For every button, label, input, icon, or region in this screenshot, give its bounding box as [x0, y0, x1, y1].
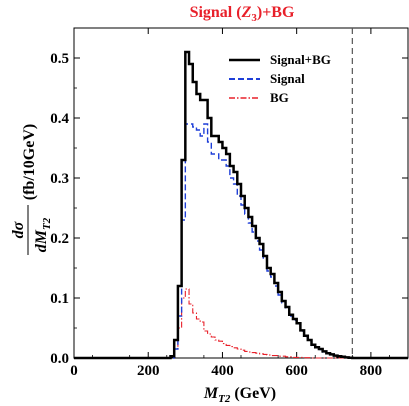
legend-label-bg: BG	[270, 90, 289, 105]
y-tick-label: 0.2	[50, 231, 69, 247]
y-tick-label: 0.3	[50, 171, 69, 187]
series-line-signal	[74, 123, 408, 359]
y-axis-label: dσ dMT2 (fb/10GeV)	[10, 124, 53, 255]
y-axis-label-numerator: dσ	[10, 221, 27, 238]
y-tick-label: 0.5	[50, 51, 69, 67]
x-tick-label: 0	[70, 363, 78, 379]
x-axis-ticks: 0 200 400 600 800	[70, 28, 390, 379]
series-layer	[74, 50, 408, 360]
y-axis-ticks: 0.0 0.1 0.2 0.3 0.4 0.5	[50, 27, 408, 367]
y-tick-label: 0.0	[50, 351, 69, 367]
y-tick-label: 0.4	[50, 111, 69, 127]
y-axis-label-unit: (fb/10GeV)	[21, 124, 38, 200]
legend-label-signal: Signal	[270, 71, 305, 86]
y-tick-label: 0.1	[50, 291, 69, 307]
x-axis-label: MT2 (GeV)	[203, 385, 276, 405]
x-tick-label: 200	[137, 363, 160, 379]
legend: Signal+BG Signal BG	[229, 52, 331, 105]
legend-label-signal-bg: Signal+BG	[270, 52, 331, 67]
series-line-bg	[74, 288, 408, 359]
chart-title: Signal (Z3)+BG	[190, 4, 295, 24]
series-line-signal-bg	[74, 50, 408, 360]
x-tick-label: 400	[211, 363, 234, 379]
x-tick-label: 600	[285, 363, 308, 379]
x-tick-label: 800	[360, 363, 383, 379]
y-axis-label-denominator: dMT2	[33, 217, 53, 252]
